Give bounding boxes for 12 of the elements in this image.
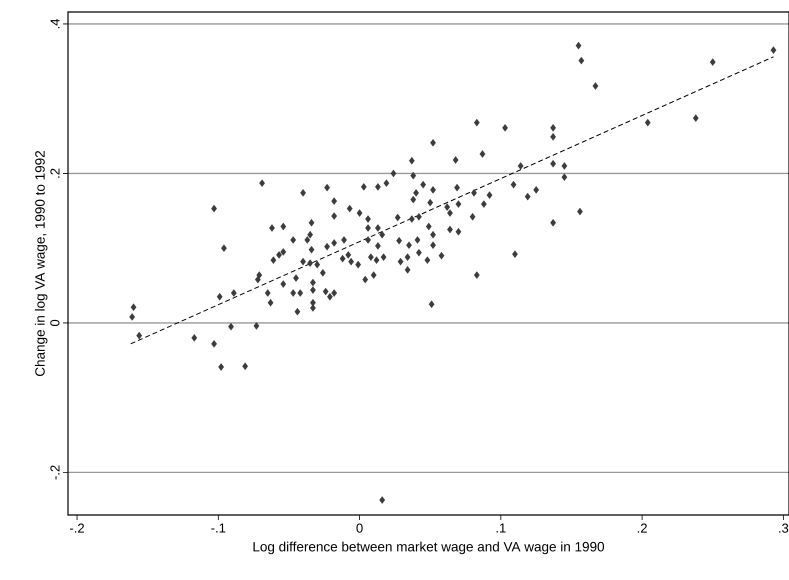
x-tick-label: .3: [779, 524, 788, 533]
x-tick-label: .1: [496, 524, 506, 532]
x-tick-label: -.2: [70, 524, 84, 533]
y-tick-label: .4: [50, 18, 60, 28]
y-tick-label: -.2: [50, 465, 60, 480]
x-tick-label: .2: [638, 524, 647, 533]
x-tick-label: 0: [356, 524, 363, 533]
x-tick-label: -.1: [211, 524, 226, 532]
y-tick-label: .2: [50, 168, 60, 178]
y-tick-label: 0: [50, 320, 60, 326]
y-axis-title: Change in log VA wage, 1990 to 1992: [34, 151, 48, 376]
x-axis-title: Log difference between market wage and VA wage in 1990: [253, 542, 604, 554]
